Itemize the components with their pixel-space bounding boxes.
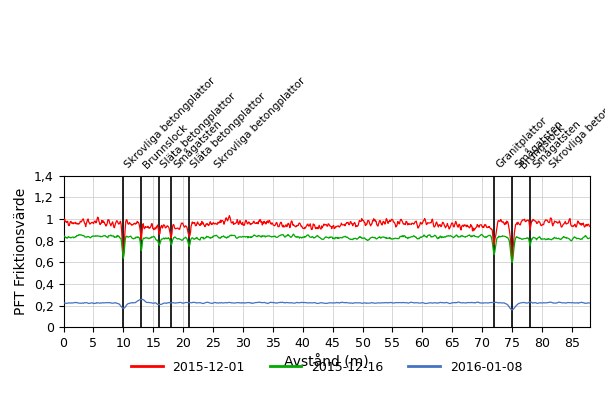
Text: Brunnslock: Brunnslock: [142, 122, 189, 170]
Text: Brunnslock: Brunnslock: [518, 122, 566, 170]
Y-axis label: PFT Friktionsvärde: PFT Friktionsvärde: [15, 188, 28, 315]
Text: Skrovliga betongplattor: Skrovliga betongplattor: [213, 76, 307, 170]
Text: Skrovliga betongplattor: Skrovliga betongplattor: [123, 76, 218, 170]
Text: Smågatsten: Smågatsten: [512, 117, 565, 170]
Text: Släta betongplattor: Släta betongplattor: [189, 91, 268, 170]
Text: Granitplattor: Granitplattor: [494, 115, 549, 170]
Text: Skrovliga betongplattor: Skrovliga betongplattor: [548, 76, 605, 170]
Text: Smågatsten: Smågatsten: [530, 117, 583, 170]
Text: Smågatsten: Smågatsten: [171, 117, 224, 170]
Text: Släta betongplattor: Släta betongplattor: [159, 91, 238, 170]
X-axis label: Avstånd (m): Avstånd (m): [284, 356, 369, 370]
Legend: 2015-12-01, 2015-12-16, 2016-01-08: 2015-12-01, 2015-12-16, 2016-01-08: [126, 356, 527, 379]
